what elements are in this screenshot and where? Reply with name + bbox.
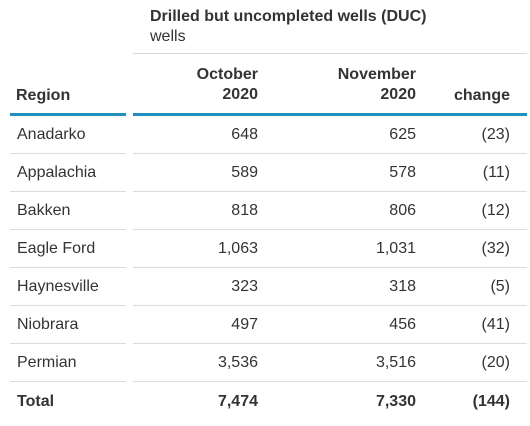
row-divider [133,229,527,230]
row-divider [133,153,527,154]
november-cell: 456 [389,316,416,333]
column-header-november: November 2020 [300,65,416,105]
change-cell: (41) [481,316,510,333]
october-cell: 497 [231,316,258,333]
november-cell: 318 [389,278,416,295]
row-divider [133,267,527,268]
row-divider [133,191,527,192]
row-divider [10,229,126,230]
region-cell: Appalachia [17,164,97,181]
region-cell: Bakken [17,202,71,219]
column-header-november-year: 2020 [380,86,416,103]
table-row: Anadarko 648 625 (23) [0,116,530,154]
row-divider [10,153,126,154]
column-header-change: change [453,87,510,104]
table-row: Permian 3,536 3,516 (20) [0,344,530,382]
change-cell: (20) [481,354,510,371]
october-cell: 3,536 [217,354,258,371]
region-cell: Eagle Ford [17,240,96,257]
change-cell: (11) [482,164,510,181]
table-row: Niobrara 497 456 (41) [0,306,530,344]
table-row: Haynesville 323 318 (5) [0,268,530,306]
table-unit: wells [150,28,186,45]
october-cell: 818 [231,202,258,219]
header-accent-rule-right [133,113,527,116]
row-divider [133,305,527,306]
region-cell: Haynesville [17,278,99,295]
table-row: Eagle Ford 1,063 1,031 (32) [0,230,530,268]
total-row: Total 7,474 7,330 (144) [0,382,530,420]
total-october-cell: 7,474 [217,393,258,410]
table-row: Bakken 818 806 (12) [0,192,530,230]
total-label: Total [17,393,55,410]
october-cell: 648 [231,126,258,143]
november-cell: 3,516 [375,354,416,371]
table-row: Appalachia 589 578 (11) [0,154,530,192]
november-cell: 625 [389,126,416,143]
table-title: Drilled but uncompleted wells (DUC) [150,8,427,25]
region-cell: Permian [17,354,77,371]
change-cell: (23) [481,126,510,143]
november-cell: 578 [389,164,416,181]
total-november-cell: 7,330 [375,393,416,410]
change-cell: (5) [490,278,510,295]
change-cell: (32) [481,240,510,257]
region-cell: Niobrara [17,316,79,333]
november-cell: 806 [389,202,416,219]
row-divider [10,191,126,192]
region-cell: Anadarko [17,126,86,143]
october-cell: 589 [231,164,258,181]
table-body: Anadarko 648 625 (23) Appalachia 589 578… [0,116,530,420]
column-header-october-year: 2020 [222,86,258,103]
october-cell: 323 [231,278,258,295]
row-divider [133,343,527,344]
total-change-cell: (144) [472,393,510,410]
column-header-october: October 2020 [150,65,258,105]
column-header-october-month: October [196,66,258,83]
row-divider [10,343,126,344]
row-divider [10,267,126,268]
october-cell: 1,063 [217,240,258,257]
header-divider [133,53,527,54]
column-header-region: Region [16,87,71,104]
header-accent-rule-left [10,113,126,116]
row-divider [133,381,527,382]
column-header-november-month: November [337,66,416,83]
row-divider [10,305,126,306]
november-cell: 1,031 [375,240,416,257]
change-cell: (12) [481,202,510,219]
row-divider [10,381,126,382]
